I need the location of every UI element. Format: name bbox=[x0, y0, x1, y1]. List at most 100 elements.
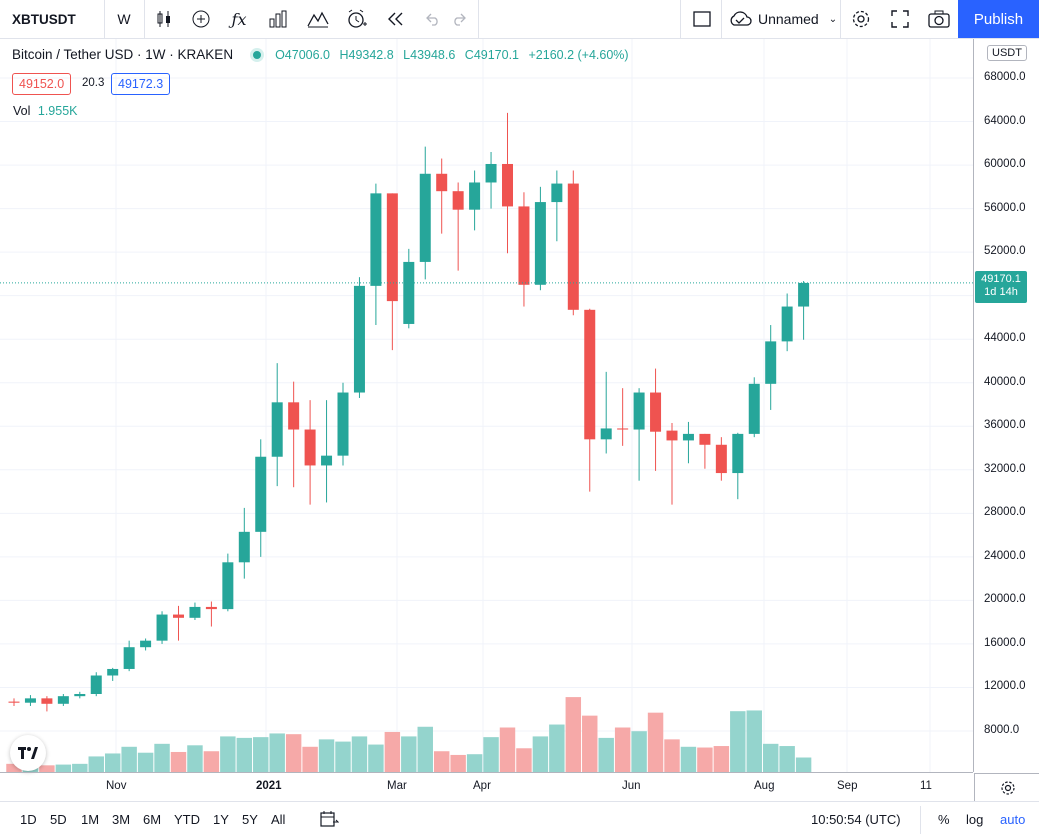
candle-body bbox=[337, 392, 349, 456]
volume-bar bbox=[318, 739, 335, 772]
candle-body bbox=[255, 456, 267, 532]
volume-bar bbox=[6, 763, 22, 772]
fullscreen-icon[interactable] bbox=[881, 0, 919, 38]
time-tick-label: 2021 bbox=[256, 780, 282, 792]
symbol-title[interactable]: Bitcoin / Tether USD · 1W · KRAKEN bbox=[12, 47, 234, 62]
candle-body bbox=[205, 606, 217, 610]
chart-settings-corner[interactable] bbox=[974, 773, 1039, 801]
volume-bar bbox=[417, 726, 433, 772]
symbol-search[interactable]: XBTUSDT bbox=[12, 11, 76, 27]
candle-body bbox=[765, 341, 777, 384]
price-tick-label: 68000.0 bbox=[984, 71, 1026, 83]
candle-body bbox=[633, 392, 645, 430]
time-tick-label: Sep bbox=[837, 780, 858, 792]
range-button-ytd[interactable]: YTD bbox=[174, 812, 200, 827]
date-range-icon[interactable] bbox=[319, 810, 340, 833]
volume-bar bbox=[664, 739, 680, 772]
chart-pane[interactable] bbox=[0, 39, 973, 772]
settings-icon[interactable] bbox=[843, 0, 879, 38]
candle-body bbox=[715, 444, 727, 474]
range-button-1d[interactable]: 1D bbox=[20, 812, 37, 827]
volume-legend[interactable]: Vol 1.955K bbox=[13, 104, 78, 118]
price-tick-label: 8000.0 bbox=[984, 724, 1020, 736]
time-tick-label: Apr bbox=[473, 780, 491, 792]
candle-body bbox=[271, 402, 283, 457]
candle-body bbox=[321, 455, 333, 466]
volume-bar bbox=[55, 764, 72, 772]
volume-bar bbox=[483, 737, 499, 772]
auto-scale-toggle[interactable]: auto bbox=[1000, 812, 1026, 827]
candle-body bbox=[584, 309, 596, 440]
add-indicator-icon[interactable] bbox=[183, 0, 219, 38]
price-tick-label: 28000.0 bbox=[984, 506, 1026, 519]
candle-body bbox=[781, 306, 793, 342]
currency-label[interactable]: USDT bbox=[987, 45, 1027, 61]
volume-bar bbox=[220, 736, 236, 772]
volume-bar bbox=[384, 731, 401, 772]
range-button-1m[interactable]: 1M bbox=[81, 812, 100, 827]
camera-icon[interactable] bbox=[920, 0, 958, 38]
volume-bar bbox=[713, 746, 730, 772]
range-button-1y[interactable]: 1Y bbox=[213, 812, 229, 827]
candle-body bbox=[386, 193, 398, 302]
volume-bar bbox=[203, 751, 220, 772]
candle-body bbox=[798, 282, 810, 307]
redo-icon[interactable] bbox=[446, 0, 474, 38]
bar-style-icon[interactable] bbox=[259, 0, 297, 38]
price-axis[interactable]: USDT 68000.0 64000.0 60000.0 56000.0 52000.0… bbox=[973, 39, 1039, 772]
price-tick-label: 36000.0 bbox=[984, 419, 1026, 432]
range-button-5y[interactable]: 5Y bbox=[242, 812, 258, 827]
log-scale-toggle[interactable]: log bbox=[966, 812, 984, 827]
volume-bar bbox=[532, 736, 549, 772]
candle-body bbox=[419, 173, 431, 262]
compare-icon[interactable] bbox=[299, 0, 337, 38]
undo-icon[interactable] bbox=[418, 0, 446, 38]
range-button-all[interactable]: All bbox=[271, 812, 286, 827]
range-button-5d[interactable]: 5D bbox=[50, 812, 67, 827]
candle-body bbox=[189, 606, 201, 618]
volume-bar bbox=[631, 731, 647, 772]
layout-name: Unnamed bbox=[758, 11, 819, 27]
candle-body bbox=[304, 429, 316, 466]
layout-name-button[interactable]: Unnamed ⌄ bbox=[724, 0, 842, 38]
volume-bar bbox=[582, 715, 598, 772]
alert-icon[interactable] bbox=[338, 0, 376, 38]
price-tick-label: 16000.0 bbox=[984, 636, 1026, 649]
candle-body bbox=[173, 614, 184, 618]
candle-body bbox=[57, 696, 69, 704]
candle-body bbox=[123, 647, 135, 669]
volume-bar bbox=[302, 746, 318, 772]
price-tick-label: 20000.0 bbox=[984, 593, 1026, 606]
ask-price-box[interactable]: 49172.3 bbox=[111, 73, 171, 95]
candle-body bbox=[732, 433, 744, 474]
candle-body bbox=[222, 562, 234, 610]
candle-body bbox=[238, 531, 250, 563]
volume-bar bbox=[549, 724, 565, 772]
volume-bar bbox=[285, 734, 302, 772]
tradingview-logo-icon[interactable] bbox=[10, 735, 46, 771]
replay-icon[interactable] bbox=[378, 0, 414, 38]
volume-bar bbox=[351, 736, 368, 772]
time-axis[interactable]: Nov 2021 Mar Apr Jun Aug Sep 11 bbox=[0, 772, 973, 801]
range-button-6m[interactable]: 6M bbox=[143, 812, 162, 827]
volume-bar bbox=[401, 736, 417, 772]
candle-body bbox=[518, 206, 530, 285]
volume-bar bbox=[154, 743, 170, 772]
publish-button[interactable]: Publish bbox=[958, 0, 1039, 38]
interval-button[interactable]: W bbox=[117, 11, 131, 27]
clock-timezone[interactable]: 10:50:54 (UTC) bbox=[811, 812, 901, 827]
candle-body bbox=[699, 433, 711, 445]
fx-icon[interactable]: ƒx bbox=[231, 9, 247, 29]
last-price-label: 49170.1 1d 14h bbox=[975, 270, 1027, 303]
candle-body bbox=[748, 383, 760, 434]
bid-price-box[interactable]: 49152.0 bbox=[12, 73, 72, 95]
candle-body bbox=[485, 163, 497, 183]
range-button-3m[interactable]: 3M bbox=[112, 812, 131, 827]
percent-scale-toggle[interactable]: % bbox=[938, 812, 950, 827]
fullscreen-layout-icon[interactable] bbox=[684, 0, 720, 38]
price-tick-label: 60000.0 bbox=[984, 158, 1026, 171]
volume-bar bbox=[598, 737, 614, 772]
candle-body bbox=[617, 428, 629, 430]
candles-icon[interactable] bbox=[146, 0, 182, 38]
volume-bar bbox=[335, 741, 351, 772]
